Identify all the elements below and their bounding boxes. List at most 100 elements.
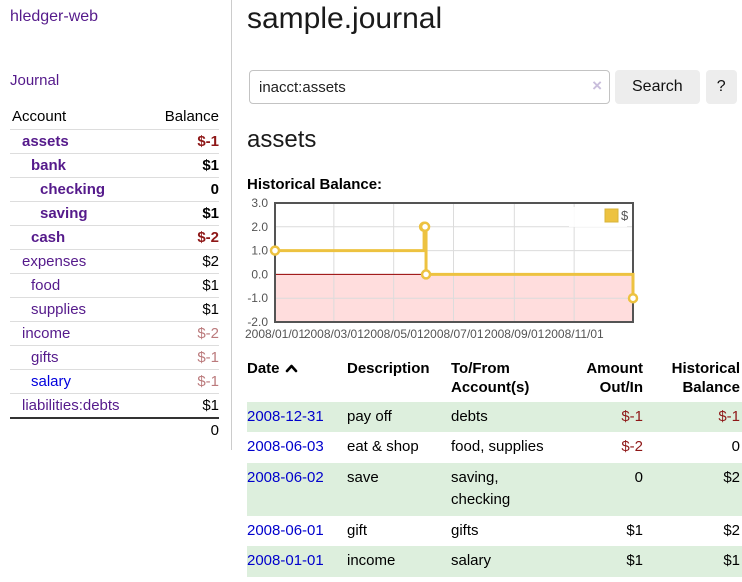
account-name-cell: cash [10, 226, 148, 250]
account-row: gifts $-1 [10, 345, 219, 370]
help-button[interactable]: ? [705, 70, 737, 104]
svg-text:-2.0: -2.0 [247, 315, 268, 329]
register-balance-cell: $2 [723, 521, 740, 539]
register-balance-cell: $2 [723, 468, 740, 486]
register-description-cell: pay off [347, 407, 392, 425]
account-name-cell: checking [10, 178, 148, 202]
account-name-cell: expenses [10, 250, 148, 274]
account-link[interactable]: income [22, 325, 71, 342]
account-name-cell: assets [10, 130, 148, 154]
register-amount-cell: $1 [626, 521, 643, 539]
data-point-marker [420, 269, 432, 280]
account-link[interactable]: saving [40, 205, 88, 222]
register-tofrom-cell: salary [451, 552, 492, 569]
register-tofrom-cell: food, supplies [451, 438, 544, 455]
account-name-cell: supplies [10, 298, 148, 322]
account-name-cell: saving [10, 202, 148, 226]
transaction-date-link[interactable]: 2008-06-02 [247, 468, 324, 486]
register-description-cell: income [347, 552, 396, 569]
account-name-cell: income [10, 322, 148, 346]
account-row: assets $-1 [10, 129, 219, 154]
register-amount-cell: $-2 [621, 438, 643, 455]
svg-text:-1.0: -1.0 [247, 291, 268, 305]
account-balance: $1 [202, 277, 219, 294]
accounts-header-account: Account [12, 108, 67, 125]
transaction-date-link[interactable]: 2008-12-31 [247, 407, 324, 425]
account-link[interactable]: assets [22, 133, 69, 150]
sidebar: hledger-web Journal Account Balance asse… [0, 0, 232, 450]
sort-ascending-icon [285, 364, 297, 373]
account-link[interactable]: supplies [31, 301, 87, 318]
search-input[interactable] [249, 70, 610, 104]
svg-text:2008/03/01: 2008/03/01 [304, 327, 364, 341]
account-link[interactable]: bank [31, 157, 67, 174]
account-balance: $-2 [197, 325, 219, 342]
account-link[interactable]: salary [31, 373, 72, 390]
transaction-date-link[interactable]: 2008-06-03 [247, 438, 324, 455]
account-link[interactable]: gifts [31, 349, 59, 366]
data-point-marker [627, 292, 639, 304]
register-tofrom-cell: gifts [451, 521, 479, 539]
main-content: sample.journal × Search ? assets Histori… [245, 0, 742, 582]
register-header-description: Description [347, 360, 430, 377]
brand-link[interactable]: hledger-web [10, 8, 99, 25]
register-header-balance: Historical Balance [671, 360, 740, 396]
register-table: Date Description To/From Account(s) Amou… [247, 358, 742, 577]
svg-text:2008/09/01: 2008/09/01 [484, 327, 544, 341]
svg-text:2008/11/01: 2008/11/01 [545, 327, 604, 341]
register-tofrom-cell: saving, checking [451, 468, 511, 509]
register-row: 2008-06-02 save saving, checking 0 $2 [247, 462, 742, 516]
register-header-date[interactable]: Date [247, 358, 347, 402]
sidebar-item-journal[interactable]: Journal [10, 72, 60, 89]
accounts-total-spacer [10, 418, 148, 442]
svg-text:2008/07/01: 2008/07/01 [423, 327, 483, 341]
register-header-amount: Amount Out/In [586, 360, 643, 396]
account-row: expenses $2 [10, 249, 219, 274]
legend-swatch-icon [604, 208, 619, 223]
svg-text:2008/05/01: 2008/05/01 [364, 327, 424, 341]
svg-text:2008/01/01: 2008/01/01 [245, 327, 305, 341]
account-link[interactable]: expenses [22, 253, 87, 270]
register-date-cell: 2008-12-31 [247, 402, 347, 433]
register-header-row: Date Description To/From Account(s) Amou… [247, 358, 742, 402]
account-name-cell: bank [10, 154, 148, 178]
balance-chart-canvas: 3.0 2.0 1.0 0.0 -1.0 -2.02008/01/012008/03/01… [245, 196, 639, 341]
account-heading: assets [247, 126, 317, 153]
legend-label: $ [621, 208, 629, 223]
register-balance-cell: $1 [723, 552, 740, 569]
account-balance: $1 [202, 205, 219, 222]
register-row: 2008-06-01 gift gifts $1 $2 [247, 516, 742, 547]
accounts-total-value: 0 [210, 422, 219, 439]
account-row: supplies $1 [10, 297, 219, 322]
svg-text:1.0: 1.0 [251, 244, 268, 258]
transaction-date-link[interactable]: 2008-06-01 [247, 521, 324, 539]
account-link[interactable]: checking [40, 181, 106, 198]
register-row: 2008-01-01 income salary $1 $1 [247, 546, 742, 577]
account-balance: $-2 [197, 229, 219, 246]
account-balance: $1 [202, 397, 219, 414]
data-point-marker [269, 245, 281, 256]
account-link[interactable]: liabilities:debts [22, 397, 120, 414]
svg-text:0.0: 0.0 [251, 267, 268, 281]
account-row: cash $-2 [10, 225, 219, 250]
historical-balance-chart: 3.0 2.0 1.0 0.0 -1.0 -2.0 2008/01/01 2008/03/01… [241, 196, 661, 355]
clear-search-icon[interactable]: × [592, 76, 602, 95]
register-header-tofrom: To/From Account(s) [451, 360, 530, 396]
svg-text:3.0: 3.0 [251, 196, 268, 210]
register-description-cell: save [347, 468, 379, 486]
accounts-header-balance: Balance [164, 108, 219, 125]
account-name-cell: food [10, 274, 148, 298]
accounts-table-header: Account Balance [10, 106, 219, 130]
account-name-cell: salary [10, 370, 148, 394]
account-link[interactable]: cash [31, 229, 66, 246]
register-tofrom-cell: debts [451, 407, 488, 425]
svg-text:2.0: 2.0 [251, 220, 268, 234]
account-row: income $-2 [10, 321, 219, 346]
search-row: × Search ? [249, 70, 737, 104]
search-box: × [249, 70, 610, 104]
register-balance-cell: 0 [731, 438, 740, 455]
transaction-date-link[interactable]: 2008-01-01 [247, 552, 324, 569]
account-link[interactable]: food [31, 277, 61, 294]
account-balance: $-1 [197, 373, 219, 390]
search-button[interactable]: Search [615, 70, 700, 104]
